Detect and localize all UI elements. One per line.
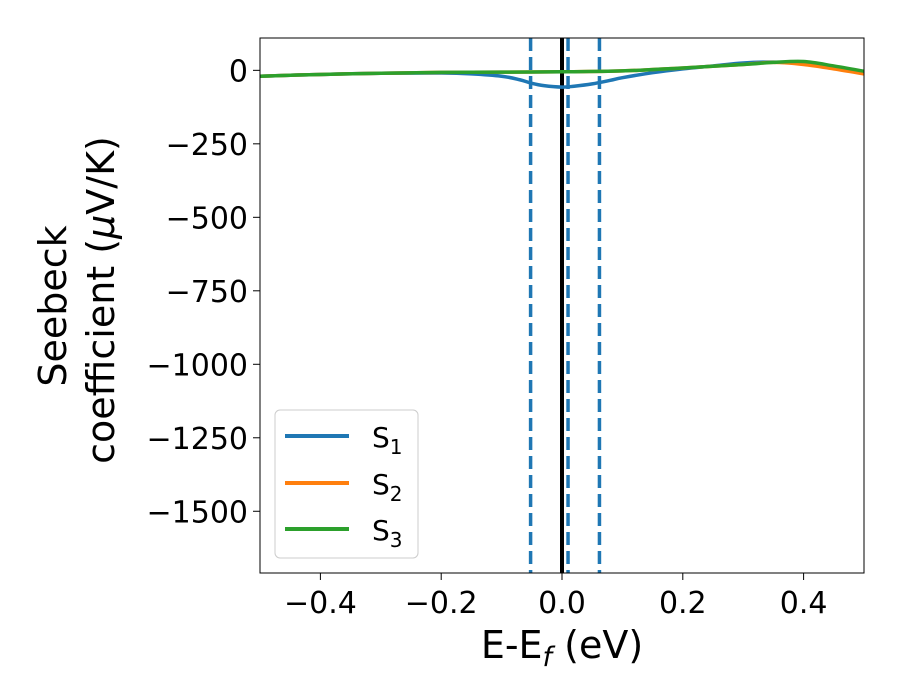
legend-label-s3: S3 [372, 514, 403, 552]
y-tick-label: −250 [166, 128, 248, 163]
x-axis-label-main: E-E [481, 623, 543, 667]
y-axis-label-prefix: coefficient ( [79, 239, 123, 464]
y-axis-label-suffix: V/K) [79, 136, 123, 215]
series-line-s3 [260, 59, 864, 78]
legend-label-s1-sub: 1 [390, 435, 403, 459]
y-tick-label: −1000 [147, 348, 248, 383]
legend-label-s3-base: S [372, 514, 390, 547]
legend-label-s2-base: S [372, 468, 390, 501]
y-tick-label: −1250 [147, 422, 248, 457]
x-tick-label: −0.2 [405, 586, 478, 621]
x-tick-label: 0.2 [659, 586, 707, 621]
legend-label-s2: S2 [372, 468, 403, 506]
x-axis-label-unit: (eV) [552, 623, 643, 667]
y-tick-label: 0 [229, 54, 248, 89]
y-axis-label-line2: coefficient (μV/K) [79, 136, 123, 464]
x-axis-label: E-Ef (eV) [481, 623, 643, 673]
y-tick-label: −500 [166, 201, 248, 236]
x-tick-label: 0.0 [538, 586, 586, 621]
legend-label-s1-base: S [372, 421, 390, 454]
y-tick-label: −750 [166, 275, 248, 310]
x-tick-label: −0.4 [284, 586, 357, 621]
y-axis-label-line1: Seebeck [31, 225, 75, 386]
y-tick-label: −1500 [147, 495, 248, 530]
legend-label-s1: S1 [372, 421, 403, 459]
y-axis-label-mu: μ [79, 215, 123, 240]
x-tick-label: 0.4 [780, 586, 828, 621]
legend-label-s3-sub: 3 [390, 528, 403, 552]
legend: S1 S2 S3 [274, 409, 419, 559]
legend-label-s2-sub: 2 [390, 482, 403, 506]
